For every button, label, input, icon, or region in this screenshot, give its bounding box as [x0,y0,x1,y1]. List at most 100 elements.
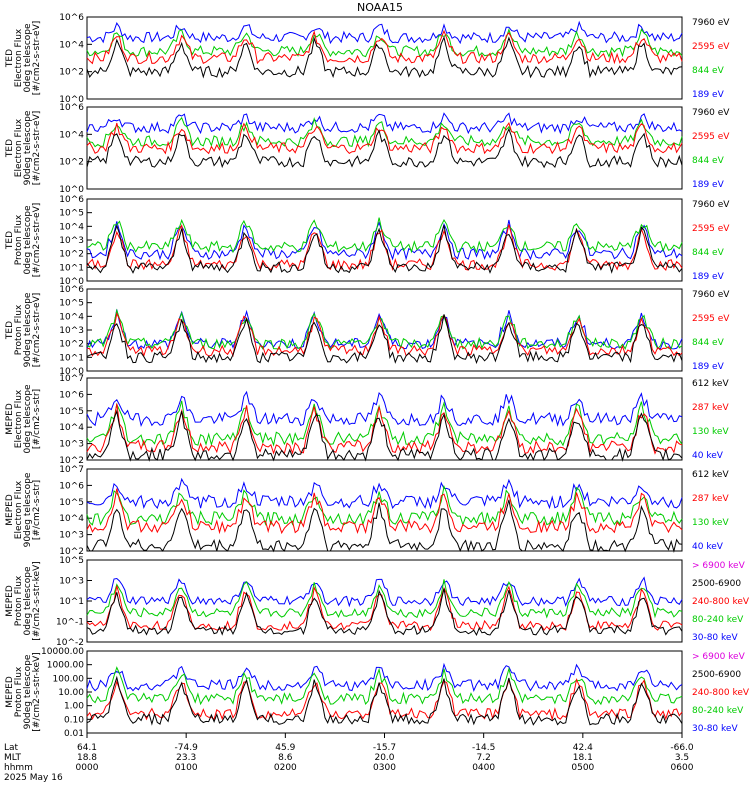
legend-entry: 844 eV [692,248,725,258]
y-tick-label: 10^1 [59,353,84,363]
panel-frame [86,16,683,100]
series-blue [86,219,683,261]
legend-entry: 2595 eV [692,314,730,324]
y-tick-label: 10^4 [59,312,84,322]
x-tick-hhmm: 0300 [373,763,396,773]
y-tick-label: 10^7 [59,465,84,475]
legend-entry: 189 eV [692,90,725,100]
y-tick-label: 10^6 [59,13,84,23]
legend-entry: 2595 eV [692,132,730,142]
x-row-label: MLT [4,753,22,763]
legend-entry: 30-80 keV [692,633,738,643]
legend-entry: 612 keV [692,470,729,480]
y-tick-label: 10.00 [58,688,84,698]
panels-group: 10^0 10^2 10^4 10^6 TEDElectron Flux0deg tel… [5,13,750,739]
legend-entry: 30-80 keV [692,724,738,734]
y-tick-label: 10^2 [59,456,84,466]
y-tick-label: 10^4 [59,130,84,140]
y-tick-label: 10^3 [59,531,84,541]
y-tick-label: 10^2 [59,250,84,260]
y-tick-label: 10^6 [59,390,84,400]
y-tick-label: 10^3 [59,326,84,336]
legend-entry: 2500-6900 [692,579,741,589]
legend-entry: 287 keV [692,403,729,413]
series-black [86,409,683,462]
x-tick-lat: 45.9 [275,743,295,753]
y-tick-label: 10^0 [59,185,84,195]
legend-entry: 844 eV [692,156,725,166]
series-red [86,585,683,632]
series-black [86,675,683,726]
y-tick-label: 10^0 [59,95,84,105]
x-tick-hhmm: 0100 [175,763,198,773]
y-tick-label: 10^-1 [56,618,84,628]
legend-entry: 2595 eV [692,42,730,52]
legend-entry: 612 keV [692,379,729,389]
legend-entry: 189 eV [692,180,725,190]
legend-entry: 7960 eV [692,108,730,118]
legend-entry: 7960 eV [692,18,730,28]
panel-6: 10^2 10^3 10^4 10^5 10^6 10^7 MEPEDElectron Fl… [5,465,729,557]
x-tick-lat: -14.5 [472,743,495,753]
series-blue [86,576,683,608]
series-blue [86,390,683,428]
legend-entry: 844 eV [692,66,725,76]
x-tick-lat: 42.4 [573,743,593,753]
y-tick-label: 10^6 [59,195,84,205]
figure-title: NOAA15 [357,1,403,14]
series-red [86,677,683,721]
panel-5: 10^2 10^3 10^4 10^5 10^6 10^7 MEPEDElectron Fl… [5,374,729,466]
series-blue [86,477,683,510]
y-tick-label: 10^5 [59,556,84,566]
panel-1: 10^0 10^2 10^4 10^6 TEDElectron Flux0deg tel… [5,13,730,105]
y-tick-label: 10^6 [59,103,84,113]
x-tick-mlt: 18.8 [77,753,97,763]
legend-entry: 80-240 keV [692,615,744,625]
legend-entry: 7960 eV [692,200,730,210]
y-tick-label: 10^5 [59,407,84,417]
series-blue [86,309,683,351]
panel-ylabel: MEPEDElectron Flux0deg telescope[#/cm2-s… [5,384,42,454]
series-black [86,499,683,553]
y-tick-label: 10^0 [59,367,84,377]
panel-frame [86,377,683,461]
y-tick-label: 10^2 [59,68,84,78]
x-tick-lat: -15.7 [373,743,396,753]
y-tick-label: 0.01 [64,729,84,739]
y-tick-label: 0.10 [64,715,84,725]
y-tick-label: 10000.00 [41,647,84,657]
series-black [86,588,683,637]
legend-entry: 189 eV [692,362,725,372]
legend-entry: > 6900 keV [692,561,746,571]
x-tick-mlt: 23.3 [176,753,196,763]
legend-entry: 7960 eV [692,290,730,300]
series-black [86,224,683,274]
y-tick-label: 100.00 [53,674,85,684]
legend-entry: 80-240 keV [692,706,744,716]
legend-entry: > 6900 keV [692,652,746,662]
y-tick-label: 10^4 [59,514,84,524]
panel-ylabel: TEDProton Flux90deg telescope[#/cm2-s-st… [5,292,42,367]
y-tick-label: 10^3 [59,577,84,587]
legend-entry: 240-800 keV [692,597,750,607]
x-tick-lat: -74.9 [175,743,199,753]
series-red [86,122,683,155]
x-tick-hhmm: 0400 [472,763,495,773]
series-black [86,127,683,169]
y-tick-label: 10^4 [59,423,84,433]
panel-4: 10^0 10^1 10^2 10^3 10^4 10^5 10^6 TEDProton Fl… [5,285,730,377]
series-red [86,29,683,65]
y-tick-label: 10^2 [59,547,84,557]
y-tick-label: 10^1 [59,597,84,607]
y-tick-label: 10^6 [59,481,84,491]
series-blue [86,112,683,135]
legend-entry: 2500-6900 [692,670,741,680]
x-tick-hhmm: 0200 [274,763,297,773]
panel-ylabel: TEDProton Flux0deg telescope[#/cm2-s-str… [5,203,42,278]
series-red [86,224,683,272]
x-tick-mlt: 20.0 [374,753,394,763]
y-tick-label: 10^3 [59,440,84,450]
y-tick-label: 10^7 [59,374,84,384]
